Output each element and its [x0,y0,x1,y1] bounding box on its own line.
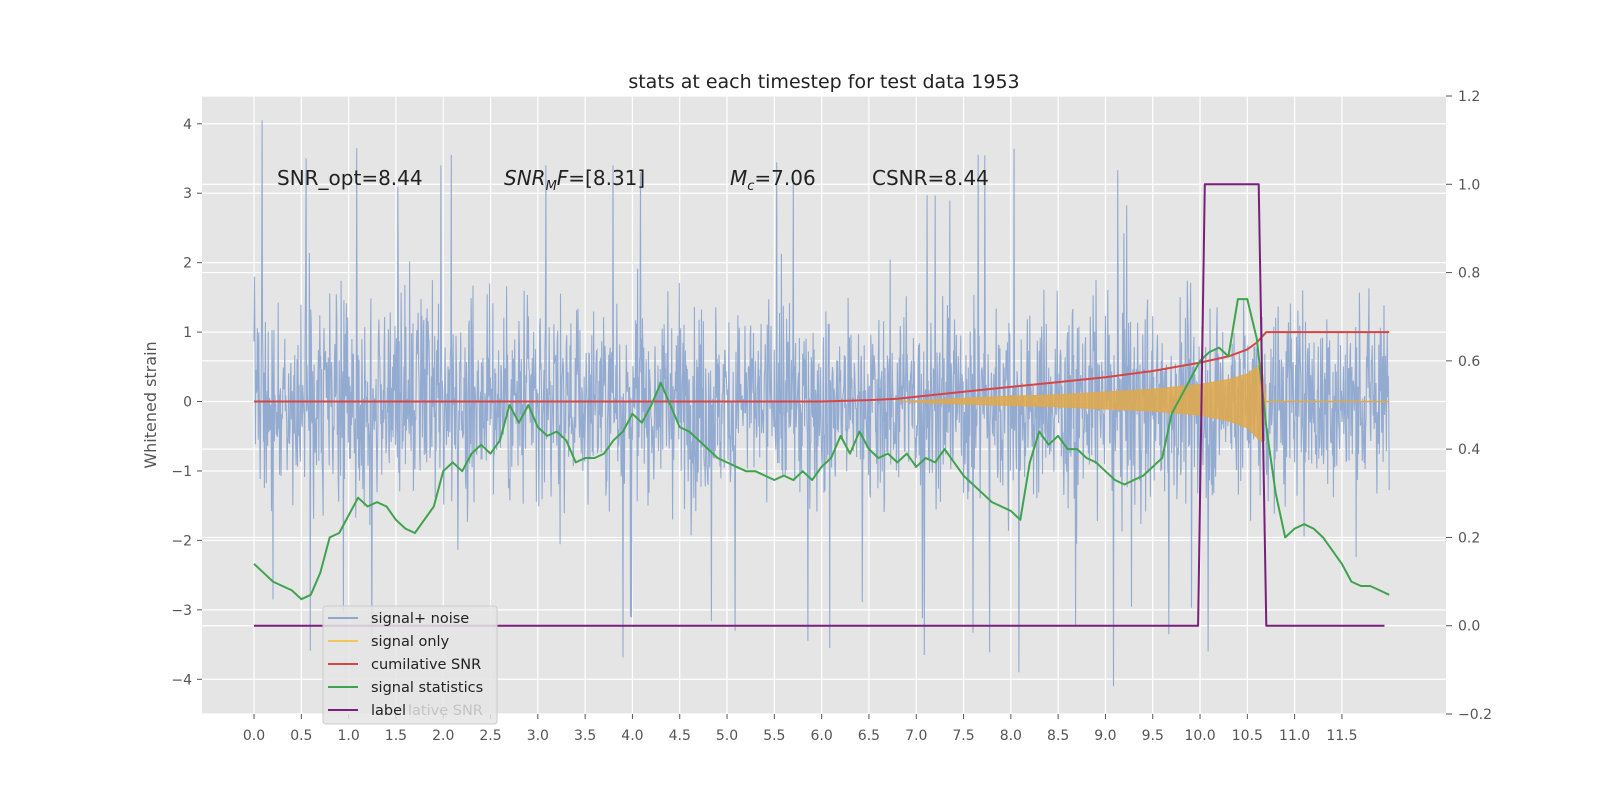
legend-label-signal-statistics: signal statistics [371,680,483,696]
chart-title: stats at each timestep for test data 195… [628,71,1019,93]
y-tick-label: −2 [171,533,192,549]
y2-tick-label: 0.8 [1458,266,1480,282]
x-tick-label: 9.0 [1094,728,1116,744]
annotations: SNR_opt=8.44 SNRMF=[8.31] Mc=7.06 CSNR=8… [277,166,989,194]
y2-tick-label: 0.0 [1458,619,1480,635]
x-tick-label: 0.5 [290,728,312,744]
y-tick-label: 0 [183,395,192,411]
legend-label-label: label [371,703,406,719]
y2-tick-label: 0.2 [1458,530,1480,546]
y-tick-label: −1 [171,464,192,480]
x-tick-label: 0.0 [243,728,265,744]
legend-obscured-text: lative SNR [408,703,483,719]
chirp-mass-value: =7.06 [754,166,815,190]
y-axis-label: Whitened strain [141,341,160,468]
x-tick-label: 8.5 [1047,728,1069,744]
x-tick-label: 10.0 [1184,728,1215,744]
y2-tick-label: 0.6 [1458,354,1480,370]
x-tick-label: 11.0 [1279,728,1310,744]
snr-mf-symbol-f: F [557,166,569,190]
snr-mf-symbol: SNR [504,166,546,190]
snr-mf-value: =[8.31] [568,166,645,190]
cumulative-snr-line [254,331,1390,403]
x-tick-label: 10.5 [1232,728,1263,744]
legend-label-cumulative-snr: cumilative SNR [371,657,481,673]
x-tick-label: 4.0 [621,728,643,744]
legend: lative SNR signal+ noise signal only cum… [322,605,498,725]
chirp-mass-subscript: c [747,179,754,194]
x-tick-label: 2.5 [479,728,501,744]
y2-tick-label: 1.2 [1458,89,1480,105]
annotation-snr-opt: SNR_opt=8.44 [277,166,423,190]
legend-box [322,605,498,725]
x-tick-label: 1.5 [385,728,407,744]
y2-tick-label: 0.4 [1458,442,1480,458]
x-tick-label: 3.5 [574,728,596,744]
y-tick-label: −4 [171,672,192,688]
label-line [254,183,1385,627]
signal-only-series [897,362,1390,443]
annotation-chirp-mass: Mc=7.06 [730,166,816,194]
x-tick-label: 9.5 [1142,728,1164,744]
chirp-mass-symbol: M [730,166,747,190]
signal-only-band [897,362,1390,443]
x-tick-label: 6.0 [811,728,833,744]
legend-label-signal-only: signal only [371,634,450,650]
y2-tick-label: −0.2 [1458,707,1492,723]
x-tick-label: 8.0 [1000,728,1022,744]
x-tick-label: 2.0 [432,728,454,744]
signal-statistics-line [253,298,1390,601]
x-tick-label: 5.5 [763,728,785,744]
y-tick-label: −3 [171,603,192,619]
x-tick-label: 1.0 [337,728,359,744]
snr-mf-subscript: M [546,179,557,194]
annotation-csnr: CSNR=8.44 [872,166,989,190]
y-tick-label: 4 [183,117,192,133]
annotation-snr-mf: SNRMF=[8.31] [504,166,645,194]
x-tick-label: 7.0 [905,728,927,744]
y-tick-label: 2 [183,256,192,272]
x-tick-label: 6.5 [858,728,880,744]
x-tick-label: 4.5 [669,728,691,744]
y2-tick-label: 1.0 [1458,177,1480,193]
x-tick-label: 5.0 [716,728,738,744]
x-tick-label: 3.0 [527,728,549,744]
legend-label-signal-noise: signal+ noise [371,611,469,627]
y-tick-label: 1 [183,325,192,341]
y-tick-label: 3 [183,186,192,202]
line-series [253,183,1390,627]
x-tick-label: 11.5 [1326,728,1357,744]
x-tick-label: 7.5 [952,728,974,744]
axes: 0.0 0.5 1.0 1.5 2.0 2.5 3.0 3.5 4.0 4.5 5.0 5.5 6.0 6… [171,89,1492,744]
